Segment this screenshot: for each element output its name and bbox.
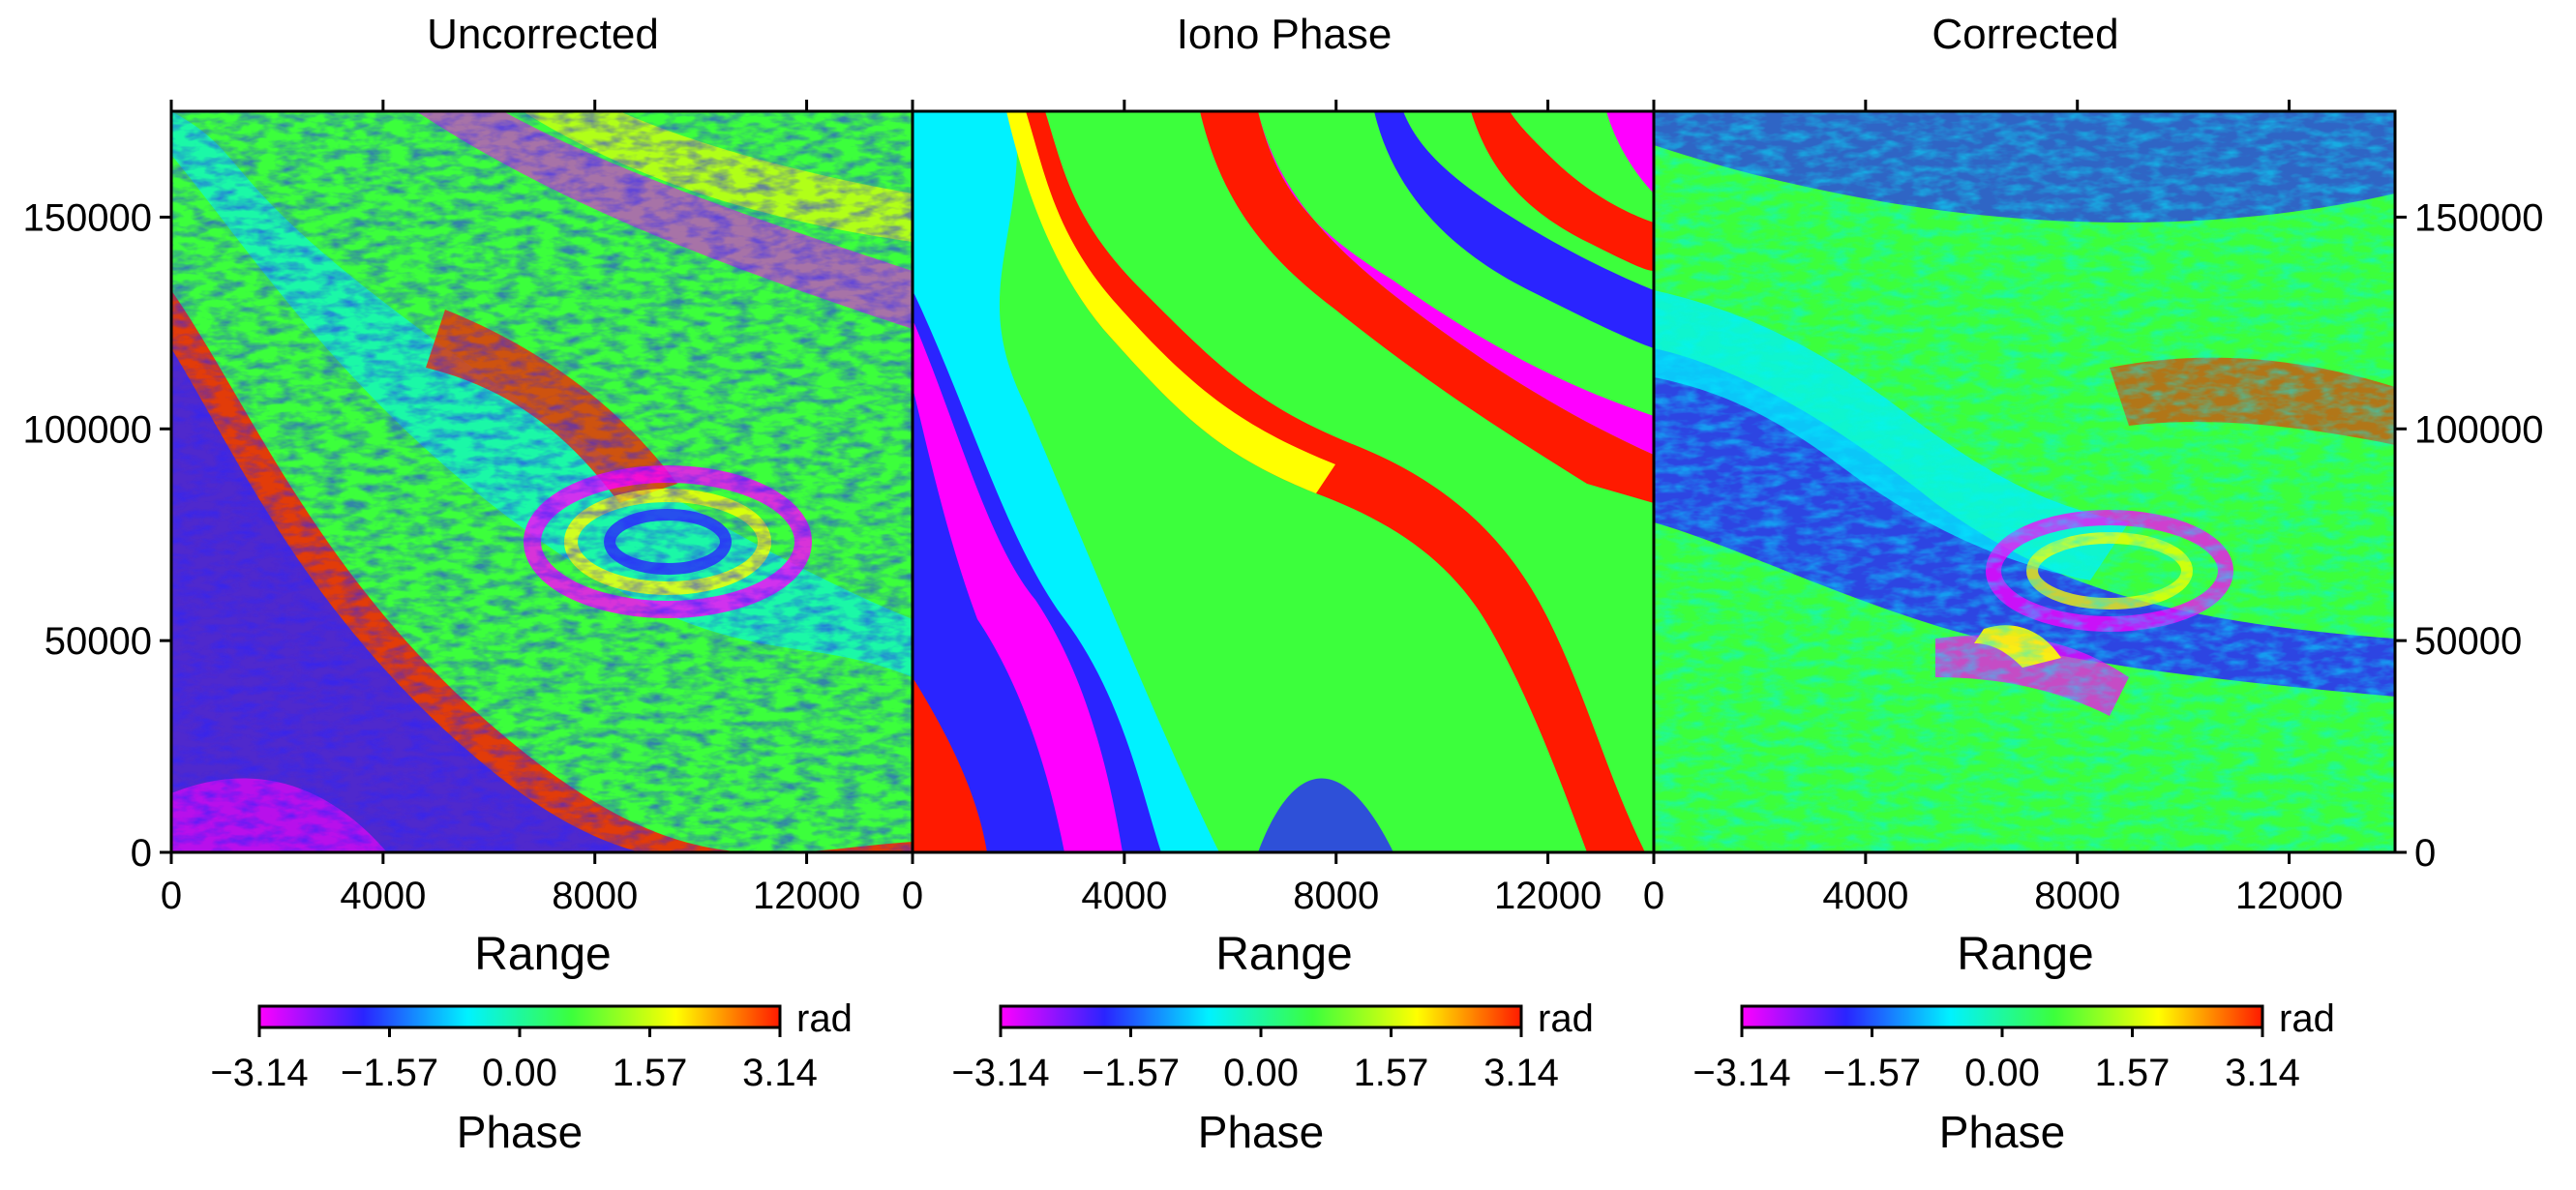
y-tick-label: 100000 [2414, 408, 2543, 451]
x-axis-label: Range [1215, 929, 1352, 980]
x-tick-label: 8000 [552, 875, 638, 917]
panel-iono-phase: Iono Phase 0 4000 8000 12000 Range rad −3.1… [902, 11, 1656, 1157]
colorbar-tick-label: −3.14 [951, 1052, 1049, 1094]
x-axis: 0 4000 8000 12000 [1643, 100, 2343, 917]
x-tick-label: 4000 [1822, 875, 1908, 917]
colorbar-tick-label: 0.00 [1223, 1052, 1299, 1094]
colorbar-unit: rad [796, 997, 853, 1040]
x-tick-label: 8000 [1293, 875, 1379, 917]
colorbar-unit: rad [1538, 997, 1594, 1040]
panel-title: Iono Phase [1177, 11, 1393, 58]
heatmap-image [171, 111, 913, 852]
x-tick-label: 12000 [1494, 875, 1602, 917]
fringe-band [1471, 111, 1654, 271]
y-tick-label: 150000 [2414, 196, 2543, 239]
colorbar-gradient [999, 1004, 1523, 1029]
colorbar-tick-label: 1.57 [613, 1052, 688, 1094]
y-axis: 0 50000 100000 150000 [2395, 196, 2543, 875]
fringe-band [1606, 111, 1654, 193]
colorbar-ticks: −3.14 −1.57 0.00 1.57 3.14 [1692, 1027, 2300, 1094]
x-tick-label: 0 [1643, 875, 1664, 917]
colorbar-gradient [1740, 1004, 2264, 1029]
colorbar: rad −3.14 −1.57 0.00 1.57 3.14 Phase [951, 997, 1593, 1157]
fringe-band [1200, 111, 1654, 503]
heatmap-image [913, 111, 1654, 852]
panel-title: Corrected [1932, 11, 2118, 58]
x-tick-label: 4000 [1081, 875, 1167, 917]
x-axis: 0 4000 8000 12000 [902, 100, 1602, 917]
fringe-band [1016, 111, 1645, 852]
colorbar-tick-label: 3.14 [2225, 1052, 2300, 1094]
colorbar-label: Phase [457, 1107, 583, 1157]
y-tick-label: 0 [131, 832, 152, 875]
fringe-band [1258, 111, 1654, 455]
colorbar-tick-label: 3.14 [742, 1052, 818, 1094]
y-tick-label: 150000 [23, 196, 152, 239]
x-tick-label: 0 [161, 875, 182, 917]
x-axis-label: Range [474, 929, 611, 980]
x-tick-label: 0 [902, 875, 923, 917]
colorbar-label: Phase [1198, 1107, 1324, 1157]
x-tick-label: 12000 [2235, 875, 2343, 917]
colorbar-tick-label: −1.57 [341, 1052, 438, 1094]
colorbar-tick-label: 3.14 [1483, 1052, 1559, 1094]
colorbar: rad −3.14 −1.57 0.00 1.57 3.14 Phase [1692, 997, 2334, 1157]
colorbar-tick-label: 1.57 [2095, 1052, 2171, 1094]
x-tick-label: 12000 [753, 875, 860, 917]
colorbar-tick-label: −1.57 [1082, 1052, 1180, 1094]
y-tick-label: 50000 [45, 620, 152, 663]
colorbar-unit: rad [2279, 997, 2335, 1040]
fringe-band [913, 677, 987, 852]
panel-corrected: Corrected 0 4000 8000 12000 0 50000 100000 150… [1643, 11, 2544, 1157]
colorbar-tick-label: 0.00 [482, 1052, 557, 1094]
colorbar-tick-label: −3.14 [1692, 1052, 1790, 1094]
noise-texture [171, 111, 913, 852]
fringe-band [1006, 111, 1335, 493]
fringe-band [1258, 778, 1393, 852]
noise-texture [1654, 111, 2395, 852]
colorbar-tick-label: −1.57 [1823, 1052, 1921, 1094]
y-axis: 0 50000 100000 150000 [23, 196, 171, 875]
fringe-bands [171, 111, 913, 852]
x-tick-label: 4000 [340, 875, 426, 917]
colorbar-ticks: −3.14 −1.57 0.00 1.57 3.14 [951, 1027, 1559, 1094]
fringe-band [913, 319, 1123, 852]
colorbar-label: Phase [1939, 1107, 2065, 1157]
x-axis-label: Range [1957, 929, 2093, 980]
plot-frame [1652, 109, 2397, 854]
y-tick-label: 100000 [23, 408, 152, 451]
colorbar-tick-label: 0.00 [1964, 1052, 2040, 1094]
colorbar-ticks: −3.14 −1.57 0.00 1.57 3.14 [210, 1027, 818, 1094]
x-axis: 0 4000 8000 12000 [161, 100, 860, 917]
fringe-band [913, 290, 1161, 852]
panel-title: Uncorrected [427, 11, 659, 58]
y-tick-label: 50000 [2414, 620, 2522, 663]
colorbar-gradient [257, 1004, 782, 1029]
panel-uncorrected: Uncorrected 0 4000 8000 12000 0 50000 100000 1… [23, 11, 914, 1157]
x-tick-label: 8000 [2034, 875, 2120, 917]
colorbar: rad −3.14 −1.57 0.00 1.57 3.14 Phase [210, 997, 852, 1157]
y-tick-label: 0 [2414, 832, 2436, 875]
colorbar-tick-label: 1.57 [1354, 1052, 1429, 1094]
fringe-band [1374, 111, 1654, 348]
heatmap-image [1654, 111, 2395, 852]
colorbar-tick-label: −3.14 [210, 1052, 308, 1094]
